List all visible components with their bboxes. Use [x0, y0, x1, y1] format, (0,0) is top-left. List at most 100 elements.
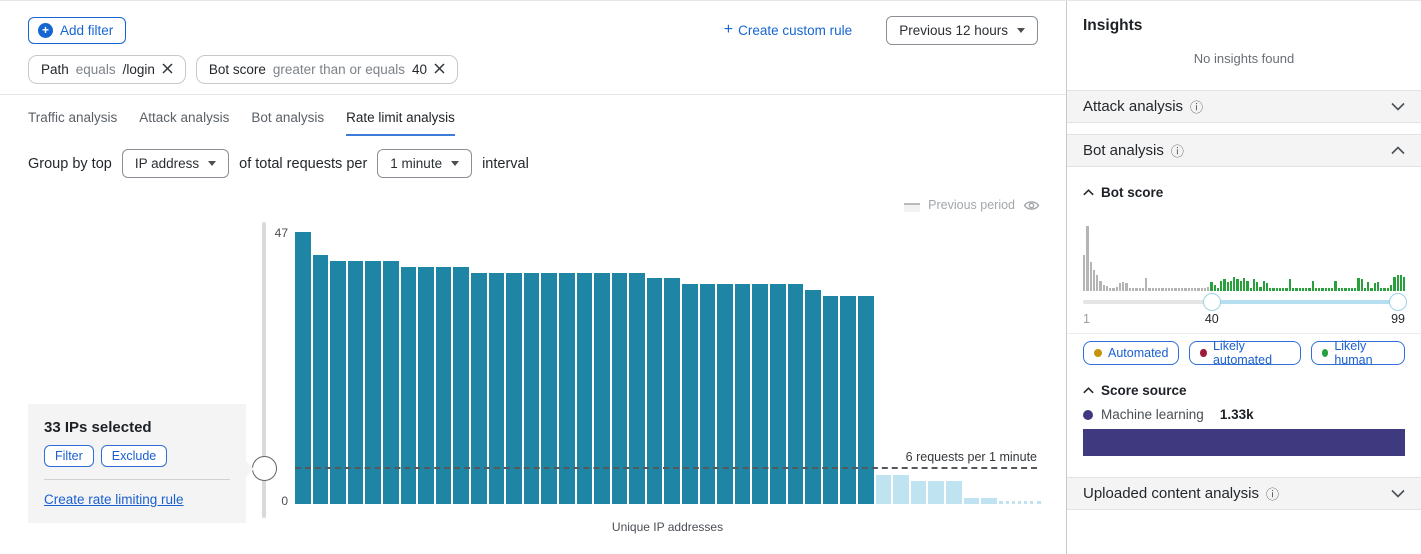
remove-filter-icon[interactable]	[162, 62, 173, 77]
tab-traffic-analysis[interactable]: Traffic analysis	[28, 110, 118, 125]
filter-chip-value: 40	[411, 62, 428, 77]
ip-bar-selected[interactable]	[664, 278, 681, 504]
score-source-title: Score source	[1101, 383, 1187, 398]
legend-dot	[1200, 349, 1207, 357]
slider-track-left[interactable]	[1083, 300, 1212, 304]
ip-bar-selected[interactable]	[611, 272, 628, 504]
score-source-subheader[interactable]: Score source	[1083, 383, 1405, 398]
group-dimension-dropdown[interactable]: IP address	[121, 149, 230, 178]
plus-circle-icon: +	[38, 22, 53, 38]
ip-bar-unselected[interactable]	[945, 480, 962, 504]
bot-score-bin	[1226, 281, 1229, 291]
ip-bar-selected[interactable]	[558, 272, 575, 504]
threshold-label: 6 requests per 1 minute	[905, 450, 1037, 464]
ip-bar-unselected[interactable]	[981, 498, 997, 504]
section-uploaded-content-analysis[interactable]: Uploaded content analysis ⓘ	[1067, 477, 1421, 510]
ip-bar-selected[interactable]	[453, 266, 469, 504]
ip-bar-selected[interactable]	[646, 278, 663, 504]
ip-bar-selected[interactable]	[312, 255, 329, 504]
filter-chips-row: Path equals/login Bot score greater than or…	[28, 55, 1038, 84]
section-bot-analysis[interactable]: Bot analysis ⓘ	[1067, 134, 1421, 167]
ip-bar-unselected[interactable]	[910, 480, 927, 504]
ip-bar-selected[interactable]	[629, 272, 645, 504]
bot-score-bin	[1373, 283, 1376, 291]
ip-bar-selected[interactable]	[594, 272, 610, 504]
bot-score-bin	[1337, 287, 1340, 291]
ip-bar-unselected[interactable]	[963, 498, 980, 504]
ip-bar-selected[interactable]	[805, 289, 821, 504]
filter-chip-operator: equals	[75, 62, 116, 77]
ip-bar-unselected[interactable]	[875, 475, 892, 504]
ip-bar-selected[interactable]	[418, 266, 434, 504]
ip-bar-selected[interactable]	[330, 260, 346, 504]
ip-bar-selected[interactable]	[787, 284, 804, 504]
insights-empty-message: No insights found	[1193, 51, 1295, 66]
ip-bar-selected[interactable]	[770, 284, 786, 504]
ip-bar-selected[interactable]	[347, 260, 364, 504]
slider-handle-lower[interactable]	[1202, 293, 1221, 311]
ip-bar-selected[interactable]	[295, 232, 311, 504]
ip-bar-selected[interactable]	[382, 260, 399, 504]
legend-chip-automated[interactable]: Automated	[1083, 341, 1180, 365]
bot-score-bin	[1243, 278, 1246, 291]
ip-bar-selected[interactable]	[858, 295, 874, 504]
machine-learning-label: Machine learning	[1101, 407, 1204, 422]
ip-bar-selected[interactable]	[717, 284, 733, 504]
bot-score-bin	[1086, 226, 1089, 291]
ip-bar-unselected[interactable]	[928, 480, 944, 504]
ip-bar-selected[interactable]	[506, 272, 522, 504]
ip-bar-selected[interactable]	[734, 284, 751, 504]
threshold-slider-track[interactable]	[262, 222, 266, 518]
ip-bar-selected[interactable]	[541, 272, 557, 504]
ip-bar-selected[interactable]	[435, 266, 452, 504]
ip-bar-selected[interactable]	[523, 272, 540, 504]
filter-button[interactable]: Filter	[44, 445, 94, 467]
create-rate-limiting-rule-link[interactable]: Create rate limiting rule	[44, 492, 184, 507]
bot-score-bin	[1386, 288, 1389, 291]
tab-rate-limit-analysis[interactable]: Rate limit analysis	[346, 110, 455, 136]
tab-attack-analysis[interactable]: Attack analysis	[139, 110, 230, 125]
slider-mid-label: 40	[1204, 312, 1219, 326]
interval-dropdown[interactable]: 1 minute	[377, 149, 473, 178]
bot-score-bin	[1223, 279, 1226, 291]
bot-score-bin	[1115, 287, 1118, 291]
create-custom-rule-link[interactable]: + Create custom rule	[724, 21, 852, 39]
rate-limit-chart: Previous period 47 0 6 requests per 1 mi…	[0, 188, 1066, 540]
ip-bar-selected[interactable]	[576, 272, 593, 504]
legend-chip-likely-human[interactable]: Likely human	[1310, 339, 1405, 367]
bot-score-bin	[1403, 276, 1406, 291]
ip-bar-selected[interactable]	[470, 272, 487, 504]
chevron-down-icon	[208, 161, 217, 166]
eye-icon[interactable]	[1023, 199, 1040, 212]
slider-max-label: 99	[1391, 312, 1405, 326]
interval-label: 1 minute	[390, 156, 443, 171]
slider-handle-upper[interactable]	[1389, 293, 1407, 311]
tab-bot-analysis[interactable]: Bot analysis	[251, 110, 325, 125]
ip-bar-selected[interactable]	[400, 266, 417, 504]
ip-bar-unselected[interactable]	[893, 475, 909, 504]
threshold-slider-handle[interactable]	[252, 456, 277, 481]
bot-score-bin	[1171, 288, 1174, 291]
time-range-dropdown[interactable]: Previous 12 hours	[886, 15, 1038, 45]
ip-bar-selected[interactable]	[699, 284, 716, 504]
ip-bar-selected[interactable]	[488, 272, 505, 504]
ip-bars-plot	[295, 232, 1043, 504]
bot-score-bin	[1311, 280, 1314, 291]
legend-chip-likely-automated[interactable]: Likely automated	[1189, 339, 1301, 367]
ip-bar-selected[interactable]	[365, 260, 381, 504]
bot-score-subheader[interactable]: Bot score	[1083, 185, 1405, 200]
exclude-button[interactable]: Exclude	[100, 445, 168, 467]
bot-score-bin	[1190, 287, 1194, 291]
filter-chip[interactable]: Path equals/login	[28, 55, 186, 84]
ip-bar-selected[interactable]	[682, 284, 698, 504]
ip-bar-selected[interactable]	[840, 295, 856, 504]
slider-track-right[interactable]	[1211, 300, 1405, 304]
remove-filter-icon[interactable]	[434, 62, 445, 77]
ip-bar-selected[interactable]	[752, 284, 769, 504]
add-filter-button[interactable]: + Add filter	[28, 16, 127, 44]
bot-score-bin	[1288, 279, 1291, 291]
plus-icon: +	[723, 21, 734, 38]
ip-bar-selected[interactable]	[822, 295, 839, 504]
section-attack-analysis[interactable]: Attack analysis ⓘ	[1067, 90, 1421, 123]
filter-chip[interactable]: Bot score greater than or equals 40	[195, 55, 459, 84]
